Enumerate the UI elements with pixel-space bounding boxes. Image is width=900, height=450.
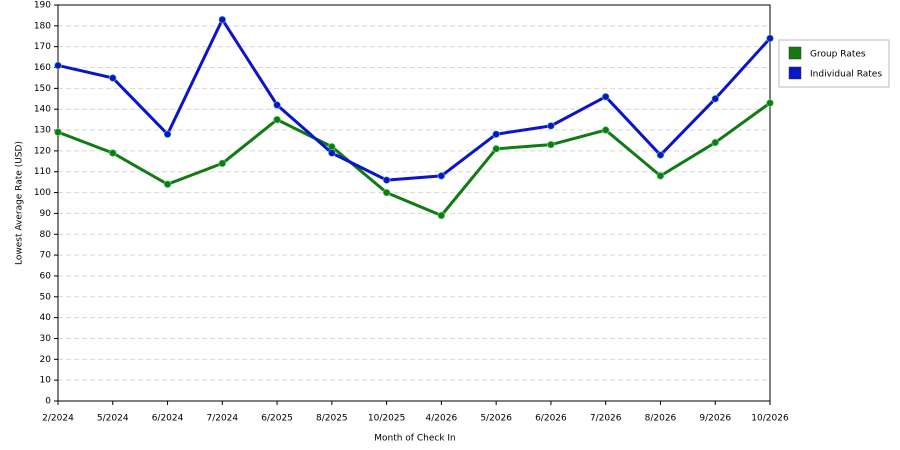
y-tick-label: 60 [40, 271, 52, 281]
legend-label: Group Rates [810, 50, 866, 60]
data-point [108, 73, 117, 82]
data-point [108, 148, 117, 157]
y-tick-label: 90 [40, 209, 52, 219]
data-point [492, 130, 501, 139]
x-tick-label: 6/2024 [152, 414, 184, 424]
y-tick-label: 30 [40, 334, 52, 344]
data-point [546, 140, 555, 149]
data-point [273, 115, 282, 124]
data-point [711, 94, 720, 103]
y-tick-label: 40 [40, 313, 52, 323]
y-tick-label: 160 [34, 63, 51, 73]
x-tick-label: 9/2026 [699, 414, 731, 424]
y-tick-label: 0 [45, 397, 51, 407]
x-tick-label: 6/2026 [535, 414, 567, 424]
data-point [711, 138, 720, 147]
legend-swatch [788, 46, 802, 60]
data-point [656, 171, 665, 180]
data-point [437, 211, 446, 220]
y-tick-label: 180 [34, 21, 51, 31]
x-tick-label: 8/2026 [645, 414, 677, 424]
data-point [218, 15, 227, 24]
x-tick-label: 4/2026 [426, 414, 458, 424]
y-axis-label: Lowest Average Rate (USD) [15, 141, 25, 265]
x-tick-label: 10/2025 [368, 414, 405, 424]
plot-frame [57, 4, 771, 402]
legend-label: Individual Rates [810, 70, 882, 80]
data-point [273, 101, 282, 110]
data-point [601, 126, 610, 135]
data-point [54, 61, 62, 70]
legend-swatch [788, 66, 802, 80]
data-point [327, 148, 336, 157]
x-tick-label: 8/2025 [316, 414, 348, 424]
x-tick-label: 5/2024 [97, 414, 129, 424]
data-point [218, 159, 227, 168]
data-point [382, 188, 391, 197]
y-tick-label: 10 [40, 376, 52, 386]
series-line [57, 18, 772, 182]
data-point [54, 128, 62, 137]
y-tick-label: 170 [34, 42, 51, 52]
x-tick-label: 6/2025 [261, 414, 293, 424]
y-tick-label: 120 [34, 146, 51, 156]
y-tick-label: 20 [40, 355, 52, 365]
y-tick-label: 150 [34, 84, 51, 94]
data-point [163, 180, 172, 189]
y-tick-label: 110 [34, 167, 51, 177]
y-tick-label: 50 [40, 292, 52, 302]
x-tick-label: 10/2026 [751, 414, 789, 424]
x-tick-label: 7/2026 [590, 414, 622, 424]
y-tick-label: 70 [40, 251, 52, 261]
x-axis-label: Month of Check In [374, 434, 456, 444]
data-point [437, 171, 446, 180]
data-point [163, 130, 172, 139]
data-point [382, 176, 391, 185]
data-point [492, 144, 501, 153]
x-tick-label: 5/2026 [480, 414, 512, 424]
data-point [766, 34, 774, 43]
series-line [57, 101, 771, 218]
x-tick-label: 7/2024 [206, 414, 238, 424]
data-point [601, 92, 610, 101]
x-tick-label: 2/2024 [42, 414, 74, 424]
data-point [766, 98, 774, 107]
y-tick-label: 80 [40, 230, 52, 240]
data-point [546, 121, 555, 130]
y-tick-label: 190 [34, 1, 51, 11]
y-tick-label: 100 [34, 188, 51, 198]
y-tick-label: 140 [34, 105, 51, 115]
data-point [656, 151, 665, 160]
y-tick-label: 130 [34, 126, 51, 136]
